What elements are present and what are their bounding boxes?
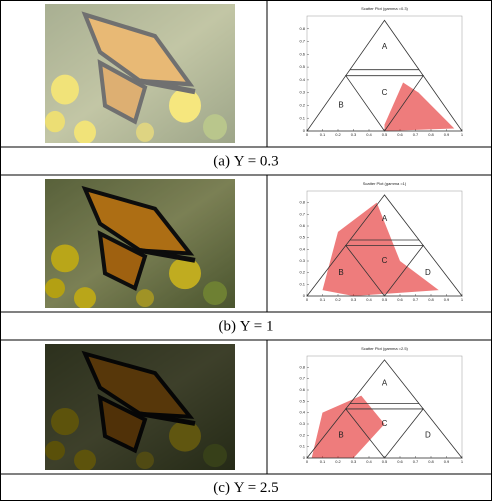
photo-tone (45, 344, 235, 470)
caption: (c) Υ = 2.5 (213, 480, 278, 496)
photo-tone (45, 4, 235, 143)
y-tick-label: 0.2 (299, 103, 305, 108)
region-label: B (338, 101, 343, 110)
x-tick-label: 0.1 (320, 132, 326, 137)
caption: (b) Υ = 1 (219, 318, 274, 334)
region-label: D (425, 430, 431, 439)
photo-tone (45, 179, 235, 308)
x-tick-label: 0.3 (351, 297, 357, 302)
plot-title: Scatter Plot (gamma =1) (363, 181, 407, 186)
y-tick-label: 0.3 (299, 421, 305, 426)
x-tick-label: 0.6 (397, 297, 403, 302)
y-tick-label: 0.5 (299, 398, 305, 403)
y-tick-label: 0.4 (299, 77, 305, 82)
y-tick-label: 0.6 (299, 223, 305, 228)
x-tick-label: 0.6 (397, 459, 403, 464)
x-tick-label: 0.9 (444, 459, 450, 464)
caption: (a) Υ = 0.3 (213, 153, 278, 169)
region-label: A (382, 378, 388, 387)
x-tick-label: 0.8 (428, 297, 434, 302)
x-tick-label: 0 (306, 459, 309, 464)
y-tick-label: 0.4 (299, 410, 305, 415)
point-cloud (312, 396, 385, 458)
x-tick-label: 0.9 (444, 132, 450, 137)
rows: (a) Υ = 0.3 Scatter Plot (gamma =0.3) 0 0.1… (0, 0, 492, 501)
x-tick-label: 1 (461, 459, 464, 464)
x-tick-label: 0.5 (382, 297, 388, 302)
y-tick-label: 0.3 (299, 90, 305, 95)
y-tick-label: 0.8 (299, 26, 305, 31)
x-tick-label: 0 (306, 132, 309, 137)
x-tick-label: 0.1 (320, 297, 326, 302)
point-cloud (385, 82, 455, 131)
plot-title: Scatter Plot (gamma =2.5) (361, 346, 408, 351)
y-tick-label: 0.4 (299, 246, 305, 251)
region-label: D (425, 268, 431, 277)
y-tick-label: 0.5 (299, 64, 305, 69)
x-tick-label: 0.4 (366, 459, 372, 464)
x-tick-label: 0.2 (335, 459, 341, 464)
figure: (a) Υ = 0.3 Scatter Plot (gamma =0.3) 0 0.1… (0, 0, 492, 501)
region-label: C (382, 256, 388, 265)
x-tick-label: 0.1 (320, 459, 326, 464)
y-tick-label: 0.3 (299, 258, 305, 263)
region-label: A (382, 42, 388, 51)
x-tick-label: 0.7 (413, 132, 419, 137)
plot-title: Scatter Plot (gamma =0.3) (361, 6, 408, 11)
x-tick-label: 0.5 (382, 459, 388, 464)
point-cloud (323, 203, 439, 296)
x-tick-label: 0.2 (335, 132, 341, 137)
region-label: A (382, 214, 388, 223)
page: {"figure": { "rows": [ {"caption": "(a) … (0, 0, 492, 501)
y-tick-label: 0.7 (299, 376, 305, 381)
x-tick-label: 1 (461, 132, 464, 137)
x-tick-label: 0.7 (413, 459, 419, 464)
x-tick-label: 0.9 (444, 297, 450, 302)
x-tick-label: 0 (306, 297, 309, 302)
x-tick-label: 0.5 (382, 132, 388, 137)
region-label: C (382, 88, 388, 97)
y-tick-label: 0.1 (299, 281, 305, 286)
y-tick-label: 0.2 (299, 432, 305, 437)
y-tick-label: 0.1 (299, 444, 305, 449)
x-tick-label: 0.4 (366, 297, 372, 302)
y-tick-label: 0.2 (299, 270, 305, 275)
x-tick-label: 0.3 (351, 132, 357, 137)
y-tick-label: 0.8 (299, 364, 305, 369)
region-label: B (338, 268, 343, 277)
y-tick-label: 0.6 (299, 387, 305, 392)
y-tick-label: 0.7 (299, 211, 305, 216)
x-tick-label: 0.8 (428, 459, 434, 464)
y-tick-label: 0.1 (299, 115, 305, 120)
y-tick-label: 0.7 (299, 39, 305, 44)
x-tick-label: 0.6 (397, 132, 403, 137)
y-tick-label: 0.8 (299, 200, 305, 205)
x-tick-label: 0.7 (413, 297, 419, 302)
region-label: B (338, 430, 343, 439)
y-tick-label: 0.6 (299, 51, 305, 56)
y-tick-label: 0.5 (299, 235, 305, 240)
x-tick-label: 1 (461, 297, 464, 302)
x-tick-label: 0.3 (351, 459, 357, 464)
x-tick-label: 0.8 (428, 132, 434, 137)
x-tick-label: 0.4 (366, 132, 372, 137)
x-tick-label: 0.2 (335, 297, 341, 302)
region-label: C (382, 419, 388, 428)
